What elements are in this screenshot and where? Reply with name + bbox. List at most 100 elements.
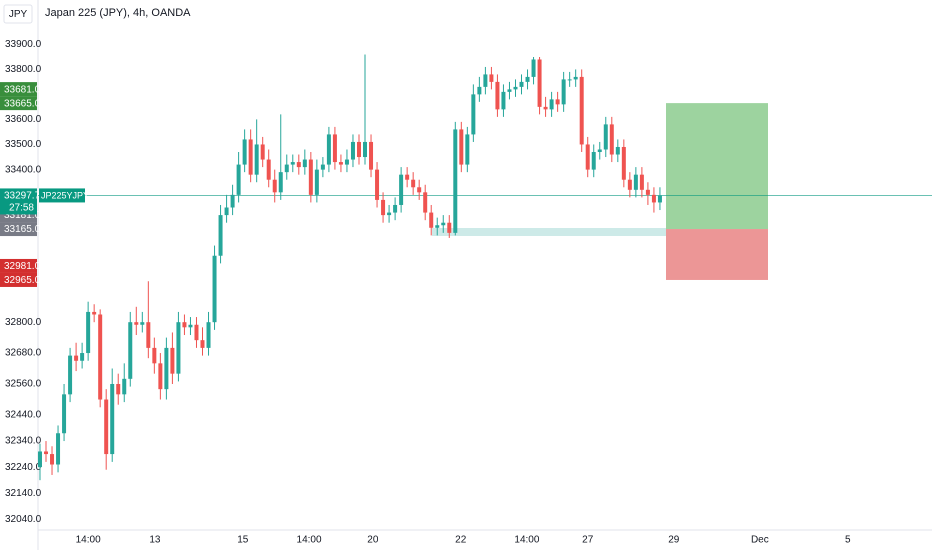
candle-body	[326, 134, 331, 165]
current-price-label: 33297.7	[4, 191, 41, 202]
candle-body	[344, 159, 349, 165]
symbol-label: JP225YJPY	[41, 190, 89, 200]
candle-body	[405, 174, 410, 180]
candle-body	[477, 86, 482, 95]
candle-body	[308, 159, 313, 195]
candle-body	[447, 222, 452, 233]
candle-body	[182, 322, 187, 328]
candle-body	[200, 340, 205, 348]
price-badge	[0, 258, 37, 273]
candle-body	[423, 192, 428, 213]
candle-body	[290, 162, 295, 165]
candle-body	[369, 141, 374, 170]
candle-body	[98, 314, 103, 400]
x-tick-label: Dec	[751, 535, 769, 546]
candle-body	[525, 76, 530, 82]
price-badge-label: 32981.0	[4, 261, 41, 272]
candle-body	[573, 76, 578, 80]
price-badge-label: 33665.0	[4, 98, 41, 109]
price-badge	[0, 82, 37, 97]
currency[interactable]: JPY	[9, 9, 28, 20]
candle-body	[62, 394, 67, 434]
candle-body	[513, 86, 518, 90]
y-tick-label: 32140.0	[5, 488, 42, 499]
candle-body	[260, 144, 265, 160]
price-badge-label: 33681.0	[4, 84, 41, 95]
candle-body	[585, 144, 590, 170]
candle-body	[194, 324, 199, 341]
candle-body	[441, 222, 446, 226]
candle-body	[110, 383, 115, 455]
y-tick-label: 33500.0	[5, 139, 42, 150]
candle-body	[224, 207, 229, 216]
candle-body	[507, 89, 512, 92]
currency-box[interactable]	[3, 4, 33, 24]
x-tick-label: 22	[455, 535, 467, 546]
zone	[432, 228, 666, 236]
candle-body	[567, 79, 572, 81]
y-tick-label: 33400.0	[5, 164, 42, 175]
symbol-tag	[39, 188, 85, 203]
y-tick-label: 32560.0	[5, 379, 42, 390]
candle-body	[465, 134, 470, 165]
price-badge-label: 33181.0	[4, 210, 41, 221]
candle-body	[495, 81, 500, 110]
candle-body	[621, 146, 626, 180]
candle-body	[266, 159, 271, 180]
candle-body	[248, 139, 253, 175]
candle-body	[609, 124, 614, 155]
x-tick-label: 5	[845, 535, 851, 546]
candle-body	[338, 162, 343, 165]
candle-body	[627, 179, 632, 190]
candle-body	[230, 194, 235, 208]
candle-body	[657, 195, 662, 203]
candle-body	[128, 322, 133, 379]
x-tick-label: 29	[668, 535, 680, 546]
candle-body	[363, 141, 368, 158]
y-tick-label: 32240.0	[5, 462, 42, 473]
candle-body	[152, 347, 157, 364]
price-badge-label: 32965.0	[4, 275, 41, 286]
y-tick-label: 32440.0	[5, 410, 42, 421]
candle-body	[332, 134, 337, 163]
price-badge-label: 33165.0	[4, 224, 41, 235]
candle-body	[555, 99, 560, 105]
candle-body	[615, 146, 620, 155]
x-tick-label: 27	[582, 535, 594, 546]
countdown: 27:58	[9, 203, 34, 214]
candle-body	[591, 152, 596, 170]
candle-body	[170, 347, 175, 374]
candle-body	[284, 164, 289, 173]
candle-body	[453, 129, 458, 233]
y-tick-label: 33800.0	[5, 64, 42, 75]
candle-body	[471, 94, 476, 135]
candle-body	[411, 179, 416, 188]
candle-body	[242, 139, 247, 165]
candle-body	[537, 59, 542, 107]
candle-body	[320, 164, 325, 170]
candle-body	[146, 322, 151, 348]
candle-body	[188, 324, 193, 328]
candle-body	[164, 347, 169, 390]
candle-body	[639, 174, 644, 190]
candle-body	[236, 164, 241, 195]
x-tick-label: 14:00	[514, 535, 539, 546]
candle-body	[531, 59, 536, 77]
candle-body	[86, 311, 91, 354]
candle-body	[37, 451, 42, 468]
candle-body	[645, 189, 650, 195]
current-price-badge	[0, 188, 37, 215]
candle-body	[44, 451, 49, 455]
candle-body	[314, 169, 319, 195]
candle-body	[393, 204, 398, 213]
y-tick-label: 33900.0	[5, 39, 42, 50]
candle-body	[116, 383, 121, 395]
candle-body	[356, 141, 361, 158]
y-tick-label: 32040.0	[5, 514, 42, 525]
candle-body	[489, 74, 494, 82]
candle-body	[50, 454, 55, 465]
candle-body	[296, 162, 301, 168]
candle-body	[519, 81, 524, 87]
candle-body	[104, 399, 109, 455]
